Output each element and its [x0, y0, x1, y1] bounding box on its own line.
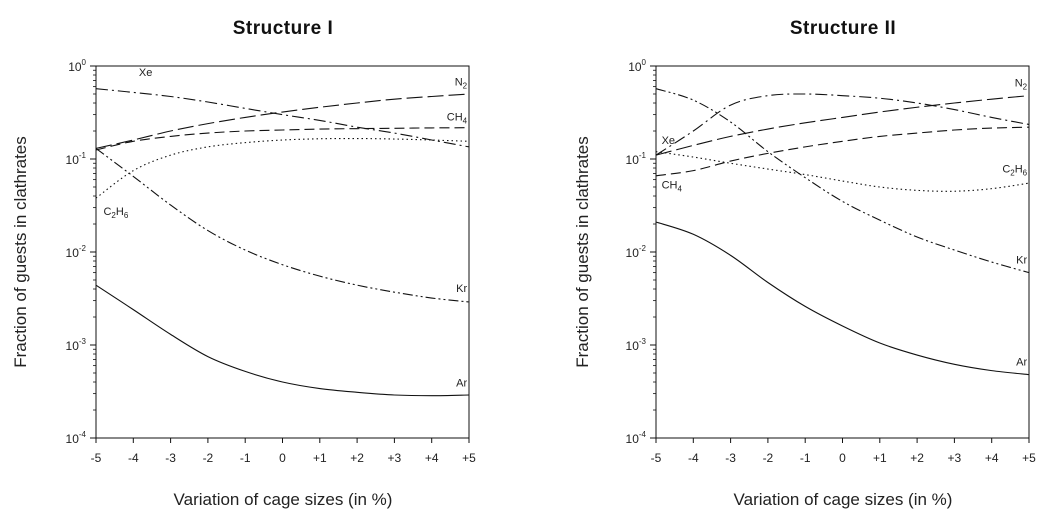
series-label-kr: Kr	[1016, 255, 1027, 267]
plot-area: -5 -4 -3 -2 -1 0 +1 +2 +3 +4 +5 100 10-1 10-2 10-3 10-4…	[66, 58, 477, 465]
series-label-ch4: CH4	[447, 111, 468, 125]
chart-title: Structure II	[790, 18, 896, 39]
x-tick-label: +3	[948, 451, 962, 465]
series-line-c2h6	[655, 151, 1030, 192]
y-tick-label: 10-2	[66, 244, 87, 260]
x-tick-label: -1	[240, 451, 251, 465]
series-label-xe: Xe	[662, 135, 675, 147]
series-line-c2h6	[95, 137, 470, 199]
structure-i-plot: Structure I Fraction of guests in clathr…	[11, 18, 477, 509]
y-tick-label: 100	[68, 58, 86, 74]
y-tick-label: 10-1	[66, 151, 87, 167]
series-label-n2: N2	[1015, 78, 1028, 92]
series-label-ar: Ar	[456, 377, 467, 389]
x-tick-label: -2	[763, 451, 774, 465]
x-tick-label: -4	[128, 451, 139, 465]
y-tick-label: 10-2	[626, 244, 647, 260]
x-axis-label: Variation of cage sizes (in %)	[174, 490, 393, 509]
x-tick-label: +2	[910, 451, 924, 465]
series-label-c2h6: C2H6	[1002, 163, 1027, 177]
series-label-kr: Kr	[456, 283, 467, 295]
x-tick-label: +4	[425, 451, 439, 465]
y-tick-label: 10-4	[66, 430, 87, 446]
x-tick-label: -5	[651, 451, 662, 465]
series-line-n2	[655, 95, 1030, 156]
y-tick-label: 10-3	[626, 337, 647, 353]
x-axis-label: Variation of cage sizes (in %)	[734, 490, 953, 509]
y-tick-label: 10-1	[626, 151, 647, 167]
series-label-xe: Xe	[139, 67, 152, 79]
x-tick-label: +5	[462, 451, 476, 465]
series-line-kr	[95, 147, 470, 303]
x-tick-label: -4	[688, 451, 699, 465]
series-label-ch4: CH4	[662, 180, 683, 194]
x-tick-label: +5	[1022, 451, 1036, 465]
series-line-xe	[655, 93, 1030, 156]
series-label-c2h6: C2H6	[103, 206, 128, 220]
y-axis-label: Fraction of guests in clathrates	[573, 136, 592, 368]
y-axis-label: Fraction of guests in clathrates	[11, 136, 30, 368]
x-tick-label: -3	[725, 451, 736, 465]
series-line-n2	[95, 93, 470, 149]
plot-frame	[655, 65, 1030, 439]
series-label-n2: N2	[455, 76, 468, 90]
series-label-ar: Ar	[1016, 357, 1027, 369]
x-tick-label: +1	[873, 451, 887, 465]
structure-ii-plot: Structure II Fraction of guests in clath…	[573, 18, 1037, 509]
series-line-xe	[95, 88, 470, 148]
y-tick-label: 10-3	[66, 337, 87, 353]
x-tick-label: -3	[165, 451, 176, 465]
x-tick-label: -5	[91, 451, 102, 465]
y-tick-label: 100	[628, 58, 646, 74]
structure-i-chart: Structure I Fraction of guests in clathr…	[0, 0, 520, 514]
series-line-ar	[95, 284, 470, 397]
y-tick-label: 10-4	[626, 430, 647, 446]
x-tick-label: +4	[985, 451, 999, 465]
chart-title: Structure I	[233, 18, 334, 39]
series-line-ar	[655, 221, 1030, 376]
plot-area: -5 -4 -3 -2 -1 0 +1 +2 +3 +4 +5 100 10-1 10-2 10-3 10-4…	[626, 58, 1037, 465]
x-tick-label: +3	[388, 451, 402, 465]
x-tick-label: -2	[203, 451, 214, 465]
series-line-ch4	[95, 127, 470, 151]
structure-ii-chart: Structure II Fraction of guests in clath…	[521, 0, 1041, 514]
x-tick-label: -1	[800, 451, 811, 465]
series-line-ch4	[655, 126, 1030, 177]
x-tick-label: 0	[279, 451, 286, 465]
x-tick-label: 0	[839, 451, 846, 465]
x-tick-label: +1	[313, 451, 327, 465]
series-line-kr	[655, 88, 1030, 274]
x-tick-label: +2	[350, 451, 364, 465]
